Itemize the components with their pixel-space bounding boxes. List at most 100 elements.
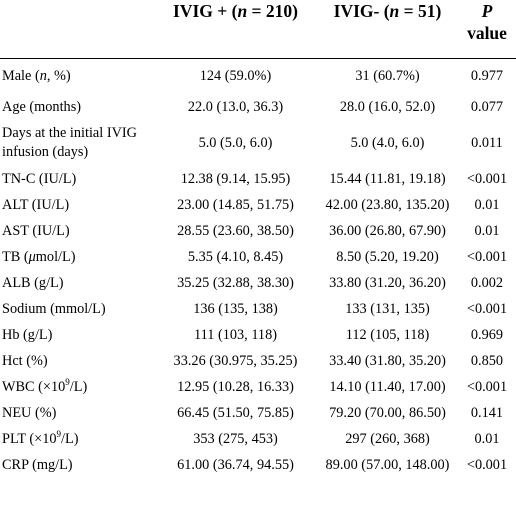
ivig-negative-value: 42.00 (23.80, 135.20) bbox=[325, 196, 450, 213]
table-row: Sodium (mmol/L) 136 (135, 138) 133 (131, 1… bbox=[0, 296, 516, 322]
row-label-unit-tail: /L) bbox=[61, 430, 79, 447]
p-value: <0.001 bbox=[466, 300, 508, 317]
p-value: <0.001 bbox=[466, 456, 508, 473]
table-row: TB (μmol/L) 5.35 (4.10, 8.45) 8.50 (5.20, … bbox=[0, 244, 516, 270]
ivig-negative-value: 33.80 (31.20, 36.20) bbox=[329, 274, 446, 291]
p-value: 0.850 bbox=[470, 352, 504, 369]
table-row: Days at the initial IVIG infusion (days)… bbox=[0, 120, 516, 166]
row-label-text: Male ( bbox=[2, 67, 40, 84]
p-value: 0.077 bbox=[470, 98, 504, 115]
p-value: <0.001 bbox=[466, 248, 508, 265]
row-label-text: TB ( bbox=[2, 248, 29, 265]
ivig-positive-value: 28.55 (23.60, 38.50) bbox=[177, 222, 294, 239]
row-label-text: Age (months) bbox=[2, 98, 82, 115]
p-value: 0.01 bbox=[474, 196, 500, 213]
row-label-text: Hct (%) bbox=[2, 352, 48, 369]
ivig-positive-value: 66.45 (51.50, 75.85) bbox=[177, 404, 294, 421]
header-ivig-negative: IVIG- (n = 51) bbox=[333, 1, 442, 21]
ivig-positive-value: 5.0 (5.0, 6.0) bbox=[198, 134, 273, 151]
table-row: PLT (×109/L) 353 (275, 453) 297 (260, 368)… bbox=[0, 426, 516, 452]
ivig-positive-value: 12.38 (9.14, 15.95) bbox=[180, 170, 291, 187]
p-value: 0.01 bbox=[474, 430, 500, 447]
ivig-negative-value: 79.20 (70.00, 86.50) bbox=[329, 404, 446, 421]
row-label: PLT (×109/L) bbox=[0, 426, 154, 452]
ivig-negative-value: 8.50 (5.20, 19.20) bbox=[336, 248, 439, 265]
table-row: AST (IU/L) 28.55 (23.60, 38.50) 36.00 (26.… bbox=[0, 218, 516, 244]
table-row: Hb (g/L) 111 (103, 118) 112 (105, 118) 0.96… bbox=[0, 322, 516, 348]
ivig-positive-value: 22.0 (13.0, 36.3) bbox=[187, 98, 284, 115]
header-ivig-positive: IVIG + (n = 210) bbox=[173, 1, 298, 21]
row-label: Hct (%) bbox=[0, 348, 154, 374]
row-label-text: PLT (×10 bbox=[2, 430, 57, 447]
ivig-positive-value: 124 (59.0%) bbox=[199, 67, 272, 84]
p-value: <0.001 bbox=[466, 170, 508, 187]
row-label: Sodium (mmol/L) bbox=[0, 296, 154, 322]
row-label: CRP (mg/L) bbox=[0, 452, 154, 478]
row-label-text: CRP (mg/L) bbox=[2, 456, 73, 473]
ivig-negative-value: 33.40 (31.80, 35.20) bbox=[329, 352, 446, 369]
table-row: Male (n, %) 124 (59.0%) 31 (60.7%) 0.977 bbox=[0, 58, 516, 94]
row-label: WBC (×109/L) bbox=[0, 374, 154, 400]
ivig-negative-value: 14.10 (11.40, 17.00) bbox=[329, 378, 446, 395]
row-label: TB (μmol/L) bbox=[0, 244, 154, 270]
ivig-negative-value: 112 (105, 118) bbox=[345, 326, 430, 343]
ivig-positive-value: 33.26 (30.975, 35.25) bbox=[173, 352, 298, 369]
p-value: 0.002 bbox=[470, 274, 504, 291]
row-label: Age (months) bbox=[0, 94, 154, 120]
ivig-positive-value: 61.00 (36.74, 94.55) bbox=[177, 456, 294, 473]
row-label: NEU (%) bbox=[0, 400, 154, 426]
ivig-negative-value: 297 (260, 368) bbox=[345, 430, 430, 447]
ivig-negative-value: 36.00 (26.80, 67.90) bbox=[329, 222, 446, 239]
ivig-negative-value: 31 (60.7%) bbox=[355, 67, 420, 84]
row-label: Male (n, %) bbox=[0, 58, 154, 94]
p-value: 0.969 bbox=[470, 326, 504, 343]
row-label-text: ALT (IU/L) bbox=[2, 196, 70, 213]
row-label: Days at the initial IVIG infusion (days) bbox=[0, 120, 154, 166]
row-label-text: Sodium (mmol/L) bbox=[2, 300, 106, 317]
table-row: ALT (IU/L) 23.00 (14.85, 51.75) 42.00 (23.… bbox=[0, 192, 516, 218]
row-label: TN-C (IU/L) bbox=[0, 166, 154, 192]
ivig-positive-value: 23.00 (14.85, 51.75) bbox=[177, 196, 294, 213]
table-row: Age (months) 22.0 (13.0, 36.3) 28.0 (16.0,… bbox=[0, 94, 516, 120]
row-label: Hb (g/L) bbox=[0, 322, 154, 348]
ivig-negative-value: 5.0 (4.0, 6.0) bbox=[350, 134, 425, 151]
ivig-positive-value: 5.35 (4.10, 8.45) bbox=[187, 248, 284, 265]
ivig-negative-value: 15.44 (11.81, 19.18) bbox=[329, 170, 446, 187]
table-row: NEU (%) 66.45 (51.50, 75.85) 79.20 (70.00,… bbox=[0, 400, 516, 426]
p-value: 0.141 bbox=[470, 404, 504, 421]
p-value: 0.011 bbox=[471, 134, 503, 151]
ivig-negative-value: 133 (131, 135) bbox=[345, 300, 430, 317]
table-row: Hct (%) 33.26 (30.975, 35.25) 33.40 (31.80… bbox=[0, 348, 516, 374]
row-label-italic: n bbox=[39, 67, 47, 84]
row-label-superscript: 9 bbox=[56, 428, 62, 439]
ivig-negative-value: 89.00 (57.00, 148.00) bbox=[325, 456, 450, 473]
table-row: CRP (mg/L) 61.00 (36.74, 94.55) 89.00 (57.… bbox=[0, 452, 516, 478]
row-label-text: AST (IU/L) bbox=[2, 222, 70, 239]
table-row: ALB (g/L) 35.25 (32.88, 38.30) 33.80 (31.2… bbox=[0, 270, 516, 296]
table-row: TN-C (IU/L) 12.38 (9.14, 15.95) 15.44 (11.… bbox=[0, 166, 516, 192]
header-rule bbox=[0, 58, 516, 59]
row-label-unit-tail: /L) bbox=[69, 378, 88, 395]
table-row: WBC (×109/L) 12.95 (10.28, 16.33) 14.10 (1… bbox=[0, 374, 516, 400]
row-label-superscript: 9 bbox=[65, 376, 70, 387]
row-label-italic: μ bbox=[28, 248, 36, 265]
row-label-text: NEU (%) bbox=[2, 404, 57, 421]
row-label-suffix: , %) bbox=[46, 67, 71, 84]
row-label-text: Days at the initial IVIG infusion (days) bbox=[2, 125, 137, 160]
ivig-positive-value: 12.95 (10.28, 16.33) bbox=[177, 378, 294, 395]
header-variable bbox=[0, 0, 154, 58]
ivig-positive-value: 353 (275, 453) bbox=[193, 430, 278, 447]
row-label-text: WBC (×10 bbox=[2, 378, 66, 395]
row-label: ALB (g/L) bbox=[0, 270, 154, 296]
row-label-text: Hb (g/L) bbox=[2, 326, 53, 343]
row-label: AST (IU/L) bbox=[0, 218, 154, 244]
ivig-positive-value: 136 (135, 138) bbox=[193, 300, 278, 317]
ivig-negative-value: 28.0 (16.0, 52.0) bbox=[339, 98, 436, 115]
row-label: ALT (IU/L) bbox=[0, 192, 154, 218]
ivig-positive-value: 35.25 (32.88, 38.30) bbox=[177, 274, 294, 291]
p-value: 0.977 bbox=[470, 67, 504, 84]
